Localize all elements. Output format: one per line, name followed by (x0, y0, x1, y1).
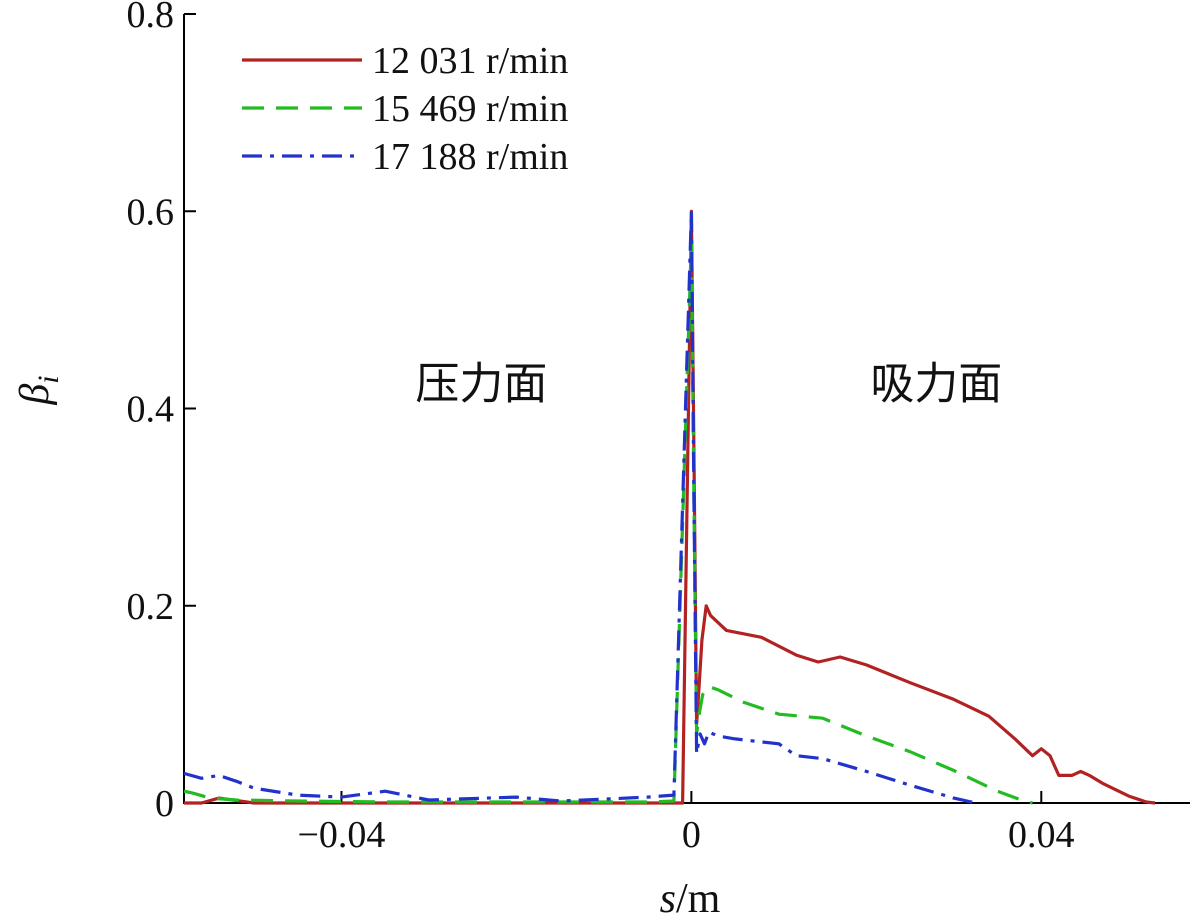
x-tick-label: −0.04 (297, 814, 385, 856)
x-ticks: −0.04 0 0.04 (297, 791, 1075, 856)
y-ticks: 0 0.2 0.4 0.6 0.8 (127, 0, 196, 825)
legend-label-1: 12 031 r/min (372, 40, 568, 82)
x-axis-label: s/m (660, 876, 721, 921)
series-line-3 (184, 209, 981, 805)
legend: 12 031 r/min 15 469 r/min 17 188 r/min (242, 40, 568, 178)
annotations: 压力面 吸力面 (415, 359, 1002, 410)
y-tick-label: 0.6 (127, 191, 175, 233)
x-tick-label: 0.04 (1008, 814, 1075, 856)
y-tick-label: 0.4 (127, 389, 175, 431)
y-axis-label: βi (12, 375, 65, 405)
y-tick-label: 0 (155, 783, 174, 825)
legend-label-3: 17 188 r/min (372, 136, 568, 178)
legend-label-2: 15 469 r/min (372, 88, 568, 130)
y-tick-label: 0.8 (127, 0, 175, 36)
x-tick-label: 0 (682, 814, 701, 856)
x-axis-variable: s (660, 876, 676, 921)
series-line-2 (184, 239, 1033, 805)
y-axis-subscript: i (32, 375, 65, 383)
y-axis-variable: β (12, 384, 58, 406)
region-label-2: 吸力面 (870, 359, 1002, 410)
region-label-1: 压力面 (415, 359, 547, 410)
series-layer (184, 209, 1156, 805)
x-axis-unit: /m (676, 876, 721, 921)
y-tick-label: 0.2 (127, 586, 175, 628)
series-line-1 (184, 209, 1156, 805)
